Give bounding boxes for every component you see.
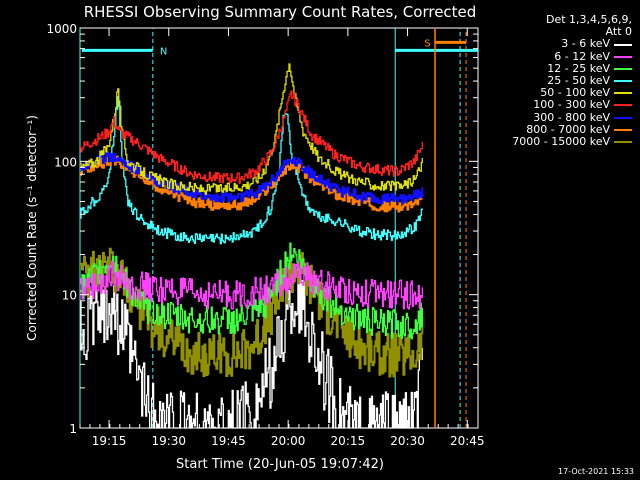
legend-entry-label: 7000 - 15000 keV: [512, 134, 610, 148]
legend-entry: 7000 - 15000 keV: [482, 134, 632, 148]
legend-entry-label: 50 - 100 keV: [540, 86, 610, 100]
legend-swatch: [614, 67, 632, 70]
series-line-5: [80, 90, 423, 184]
legend-rows: 3 - 6 keV 6 - 12 keV 12 - 25 keV 25 - 50 ke…: [482, 38, 632, 148]
legend-entry: 3 - 6 keV: [482, 38, 632, 50]
legend-header-line-1: Det 1,3,4,5,6,9,: [545, 13, 632, 26]
legend-entry: 800 - 7000 keV: [482, 122, 632, 136]
legend-entry: 100 - 300 keV: [482, 99, 632, 111]
legend-entry-label: 3 - 6 keV: [561, 37, 610, 51]
x-tick-label: 19:30: [151, 434, 186, 448]
series-line-3: [80, 95, 423, 245]
chart-title: RHESSI Observing Summary Count Rates, Co…: [84, 3, 477, 21]
series-layer: [80, 63, 424, 429]
legend-entry: 25 - 50 keV: [482, 73, 632, 87]
x-tick-label: 20:00: [271, 434, 306, 448]
night-label: N: [160, 46, 167, 57]
legend-swatch: [614, 116, 632, 119]
legend-header-line-2: Att 0: [605, 25, 632, 39]
saa-label: S: [424, 38, 430, 49]
legend-swatch: [614, 141, 632, 143]
legend-swatch: [614, 43, 632, 46]
series-line-1: [80, 261, 423, 310]
legend-swatch: [614, 92, 632, 95]
legend-entry: 50 - 100 keV: [482, 86, 632, 100]
axis-layer: 19:15 19:30 19:45 20:00 20:15 20:30 20:45 1 10 10…: [46, 22, 484, 448]
x-tick-label: 20:15: [331, 434, 366, 448]
y-tick-label: 100: [54, 155, 77, 169]
legend-swatch: [614, 104, 632, 107]
legend-swatch: [614, 80, 632, 83]
annotation-layer: NS: [79, 28, 478, 428]
y-tick-label: 10: [62, 289, 77, 303]
y-tick-label: 1000: [46, 22, 77, 36]
x-tick-label: 20:45: [450, 434, 485, 448]
legend-entry: 12 - 25 keV: [482, 61, 632, 75]
series-line-4: [80, 63, 423, 195]
legend: Det 1,3,4,5,6,9, Att 0 3 - 6 keV 6 - 12 k…: [482, 13, 632, 148]
series-line-8: [80, 247, 424, 378]
legend-swatch: [614, 128, 632, 131]
x-tick-label: 19:15: [92, 434, 127, 448]
legend-entry-label: 800 - 7000 keV: [526, 122, 610, 136]
legend-entry-label: 300 - 800 keV: [533, 110, 610, 124]
x-tick-label: 19:45: [211, 434, 246, 448]
legend-entry-label: 100 - 300 keV: [533, 98, 610, 112]
y-tick-label: 1: [69, 422, 77, 436]
legend-entry-label: 25 - 50 keV: [547, 73, 610, 87]
legend-entry: 300 - 800 keV: [482, 110, 632, 124]
timestamp: 17-Oct-2021 15:33: [558, 467, 634, 476]
series-line-0: [80, 267, 423, 429]
legend-entry-label: 12 - 25 keV: [547, 61, 610, 75]
x-axis-label: Start Time (20-Jun-05 19:07:42): [176, 457, 384, 472]
x-tick-label: 20:30: [390, 434, 425, 448]
legend-entry-label: 6 - 12 keV: [554, 49, 610, 63]
legend-entry: 6 - 12 keV: [482, 49, 632, 63]
series-line-6: [80, 151, 424, 205]
legend-swatch: [614, 55, 632, 58]
y-axis-label: Corrected Count Rate (s⁻¹ detector⁻¹): [25, 115, 39, 341]
